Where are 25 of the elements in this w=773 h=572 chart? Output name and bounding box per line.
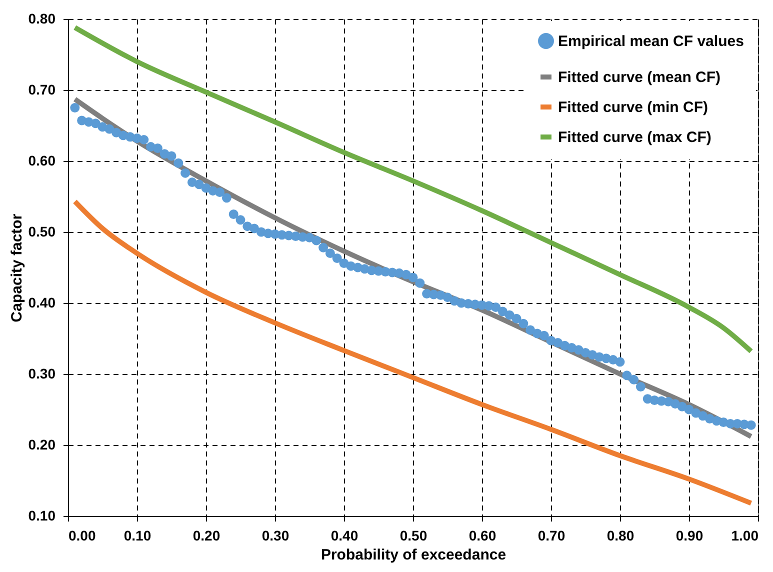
y-tick-label: 0.10 — [28, 508, 56, 524]
y-tick-label: 0.80 — [28, 10, 56, 26]
x-axis-title: Probability of exceedance — [320, 546, 506, 564]
x-tick-label: 0.50 — [400, 528, 428, 544]
x-tick-label: 0.40 — [330, 528, 358, 544]
x-tick-label: 0.80 — [606, 528, 634, 544]
legend-label: Fitted curve (min CF) — [558, 99, 708, 116]
x-tick-label: 0.90 — [676, 528, 704, 544]
y-tick-label: 0.20 — [28, 436, 56, 452]
legend-label: Fitted curve (max CF) — [558, 129, 712, 146]
x-tick-label: 0.20 — [192, 528, 220, 544]
x-tick-label: 0.10 — [124, 528, 152, 544]
y-tick-label: 0.70 — [28, 82, 56, 98]
y-axis-title: Capacity factor — [8, 214, 26, 322]
x-tick-label: 0.70 — [538, 528, 566, 544]
legend-label: Fitted curve (mean CF) — [558, 69, 721, 86]
y-tick-label: 0.60 — [28, 152, 56, 168]
y-tick-label: 0.50 — [28, 224, 56, 240]
legend-label: Empirical mean CF values — [558, 33, 744, 50]
x-tick-label: 1.00 — [731, 528, 759, 544]
y-tick-label: 0.30 — [28, 366, 56, 382]
x-tick-label: 0.60 — [468, 528, 496, 544]
x-tick-label: 0.00 — [68, 528, 96, 544]
x-tick-label: 0.30 — [262, 528, 290, 544]
y-tick-label: 0.40 — [28, 294, 56, 310]
